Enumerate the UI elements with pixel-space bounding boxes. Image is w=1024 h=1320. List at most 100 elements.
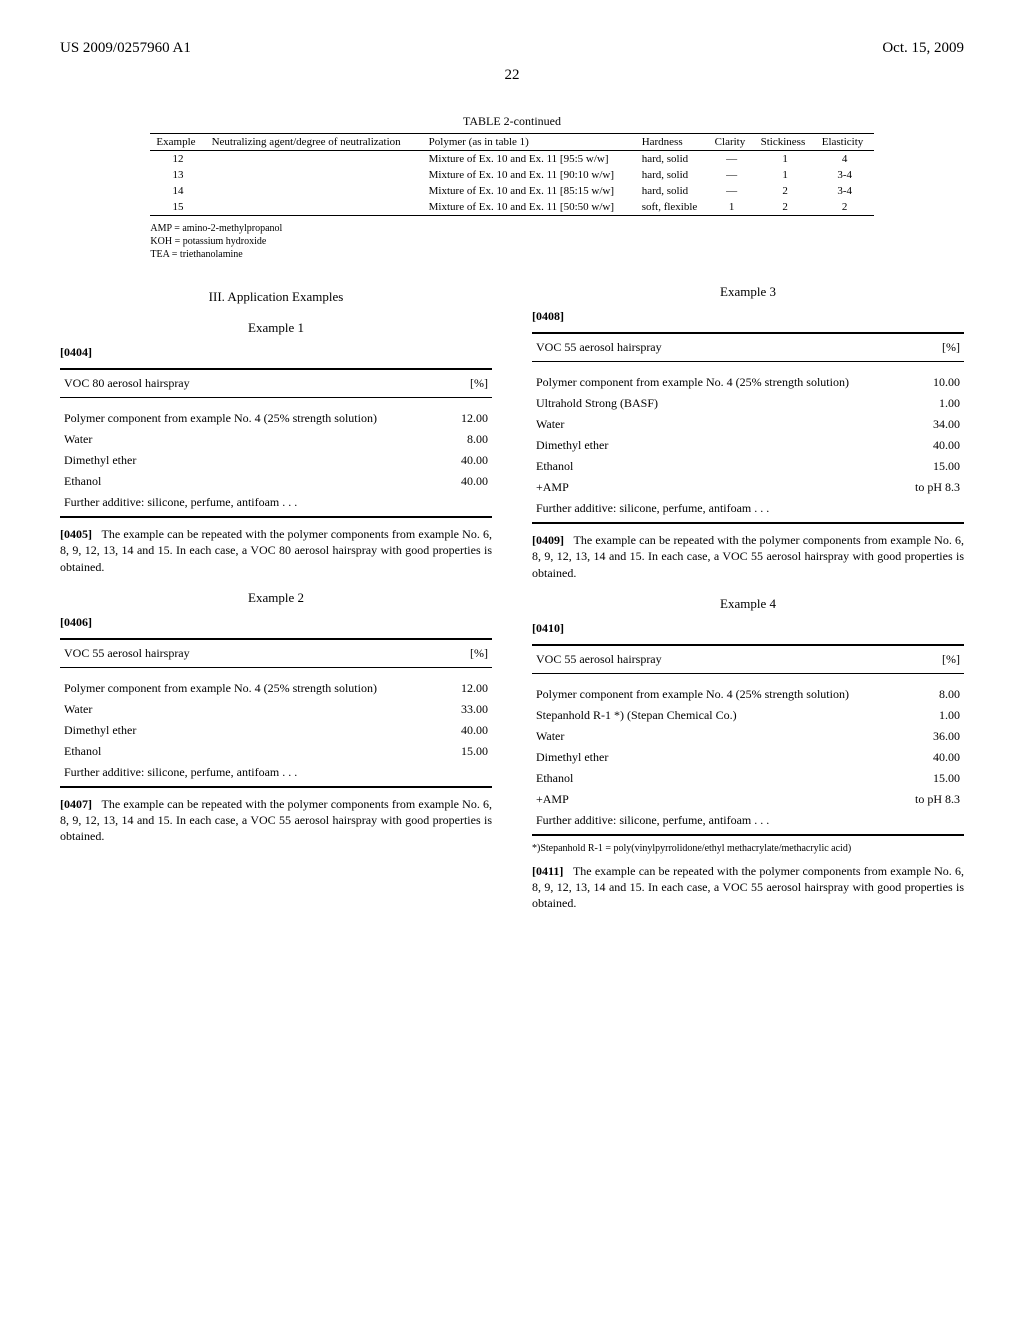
ingredient-cell: Further additive: silicone, perfume, ant…: [532, 498, 903, 523]
ex2-unit: [%]: [450, 639, 492, 668]
value-cell: 15.00: [903, 456, 964, 477]
table-cell: —: [709, 151, 755, 168]
table-row: 14Mixture of Ex. 10 and Ex. 11 [85:15 w/…: [150, 183, 873, 199]
right-column: Example 3 [0408] VOC 55 aerosol hairspra…: [532, 269, 964, 920]
ingredient-cell: Dimethyl ether: [60, 450, 450, 471]
para-0410: [0410]: [532, 620, 964, 636]
table-cell: [206, 151, 423, 168]
table-cell: 13: [150, 167, 205, 183]
col-polymer: Polymer (as in table 1): [423, 134, 636, 151]
patent-date: Oct. 15, 2009: [882, 40, 964, 57]
table-row: Ultrahold Strong (BASF)1.00: [532, 393, 964, 414]
table-row: Water8.00: [60, 429, 492, 450]
ingredient-cell: Ethanol: [532, 456, 903, 477]
para-num: [0409]: [532, 533, 564, 547]
table-2-continued: TABLE 2-continued Example Neutralizing a…: [150, 114, 873, 261]
value-cell: 33.00: [450, 699, 492, 720]
ex2-title: VOC 55 aerosol hairspray: [60, 639, 450, 668]
table-cell: 1: [755, 167, 816, 183]
example-4-table: VOC 55 aerosol hairspray [%] Polymer com…: [532, 644, 964, 836]
table-cell: Mixture of Ex. 10 and Ex. 11 [90:10 w/w]: [423, 167, 636, 183]
ex1-title: VOC 80 aerosol hairspray: [60, 369, 450, 398]
ingredient-cell: Ultrahold Strong (BASF): [532, 393, 903, 414]
table-row: Ethanol15.00: [60, 741, 492, 762]
table-cell: [206, 167, 423, 183]
left-column: III. Application Examples Example 1 [040…: [60, 269, 492, 920]
table-cell: 3-4: [816, 183, 874, 199]
ex4-unit: [%]: [903, 645, 964, 674]
value-cell: 40.00: [450, 450, 492, 471]
table-cell: 2: [816, 199, 874, 216]
para-num: [0411]: [532, 864, 563, 878]
example-3-heading: Example 3: [532, 284, 964, 300]
value-cell: 40.00: [903, 435, 964, 456]
ingredient-cell: Further additive: silicone, perfume, ant…: [60, 492, 450, 517]
value-cell: 40.00: [903, 747, 964, 768]
table-row: 15Mixture of Ex. 10 and Ex. 11 [50:50 w/…: [150, 199, 873, 216]
table-row: +AMPto pH 8.3: [532, 789, 964, 810]
table-row: Polymer component from example No. 4 (25…: [60, 678, 492, 699]
example-2-heading: Example 2: [60, 590, 492, 606]
footnote-amp: AMP = amino-2-methylpropanol: [150, 222, 873, 235]
patent-number: US 2009/0257960 A1: [60, 40, 191, 57]
example-1-heading: Example 1: [60, 320, 492, 336]
col-clarity: Clarity: [709, 134, 755, 151]
table-cell: 15: [150, 199, 205, 216]
example-2-table: VOC 55 aerosol hairspray [%] Polymer com…: [60, 638, 492, 788]
table-footnotes: AMP = amino-2-methylpropanol KOH = potas…: [150, 222, 873, 261]
para-num: [0404]: [60, 345, 92, 359]
value-cell: 12.00: [450, 678, 492, 699]
table-row: Ethanol15.00: [532, 768, 964, 789]
table-cell: 4: [816, 151, 874, 168]
table-cell: 14: [150, 183, 205, 199]
table-row: +AMPto pH 8.3: [532, 477, 964, 498]
table-row: Polymer component from example No. 4 (25…: [532, 684, 964, 705]
ingredient-cell: Polymer component from example No. 4 (25…: [532, 372, 903, 393]
para-0409: [0409] The example can be repeated with …: [532, 532, 964, 581]
table-row: Water34.00: [532, 414, 964, 435]
table-cell: [206, 183, 423, 199]
ingredient-cell: Ethanol: [60, 471, 450, 492]
table-cell: 1: [709, 199, 755, 216]
table-cell: 2: [755, 199, 816, 216]
ingredient-cell: Dimethyl ether: [532, 747, 903, 768]
table-row: Further additive: silicone, perfume, ant…: [60, 762, 492, 787]
col-example: Example: [150, 134, 205, 151]
table-cell: 2: [755, 183, 816, 199]
ex1-unit: [%]: [450, 369, 492, 398]
polymer-properties-table: Example Neutralizing agent/degree of neu…: [150, 133, 873, 216]
value-cell: 15.00: [903, 768, 964, 789]
table-cell: 12: [150, 151, 205, 168]
para-num: [0406]: [60, 615, 92, 629]
ingredient-cell: +AMP: [532, 477, 903, 498]
para-num: [0410]: [532, 621, 564, 635]
ingredient-cell: Ethanol: [60, 741, 450, 762]
table-cell: hard, solid: [636, 183, 709, 199]
table-cell: 3-4: [816, 167, 874, 183]
value-cell: 34.00: [903, 414, 964, 435]
footnote-tea: TEA = triethanolamine: [150, 248, 873, 261]
ingredient-cell: Stepanhold R-1 *) (Stepan Chemical Co.): [532, 705, 903, 726]
value-cell: to pH 8.3: [903, 789, 964, 810]
table-row: Dimethyl ether40.00: [532, 435, 964, 456]
ingredient-cell: Polymer component from example No. 4 (25…: [60, 408, 450, 429]
ingredient-cell: +AMP: [532, 789, 903, 810]
table-row: Polymer component from example No. 4 (25…: [532, 372, 964, 393]
value-cell: 12.00: [450, 408, 492, 429]
value-cell: 15.00: [450, 741, 492, 762]
ingredient-cell: Water: [60, 429, 450, 450]
table-row: Dimethyl ether40.00: [60, 450, 492, 471]
page-header: US 2009/0257960 A1 Oct. 15, 2009: [60, 40, 964, 57]
table-cell: 1: [755, 151, 816, 168]
table-row: Further additive: silicone, perfume, ant…: [532, 810, 964, 835]
ex3-title: VOC 55 aerosol hairspray: [532, 333, 903, 362]
para-text: The example can be repeated with the pol…: [532, 533, 964, 579]
ingredient-cell: Dimethyl ether: [532, 435, 903, 456]
table-cell: Mixture of Ex. 10 and Ex. 11 [95:5 w/w]: [423, 151, 636, 168]
para-0408: [0408]: [532, 308, 964, 324]
application-examples-heading: III. Application Examples: [60, 289, 492, 305]
para-0407: [0407] The example can be repeated with …: [60, 796, 492, 845]
ex4-footnote: *)Stepanhold R-1 = poly(vinylpyrrolidone…: [532, 842, 964, 855]
example-1-table: VOC 80 aerosol hairspray [%] Polymer com…: [60, 368, 492, 518]
example-4-heading: Example 4: [532, 596, 964, 612]
